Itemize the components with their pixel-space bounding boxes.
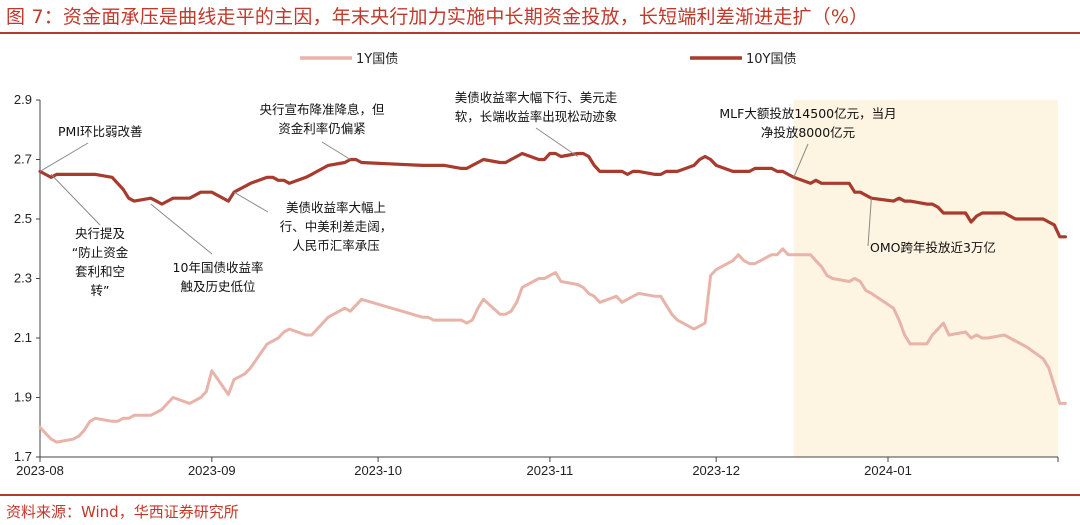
legend-label-10y: 10Y国债 [746,52,796,67]
annotation-text: 央行提及 [75,226,126,241]
x-tick-label: 2024-01 [864,463,912,478]
y-tick-label: 1.9 [14,390,32,405]
y-tick-label: 2.1 [14,330,32,345]
annotation-text: 触及历史低位 [180,279,255,294]
annotation-text: 套利和空 [75,264,125,279]
y-tick-label: 2.5 [14,211,32,226]
x-tick-label: 2023-12 [692,463,740,478]
annotation-text: 转” [91,283,110,298]
series-10y-line [38,151,1067,239]
annotation-leader [867,198,872,247]
annotation-text: 央行宣布降准降息，但 [259,102,385,117]
x-tick-label: 2023-09 [188,463,236,478]
annotation-text: MLF大额投放14500亿元，当月 [719,106,896,121]
x-tick-label: 2023-11 [527,463,574,478]
annotation-text: 资金利率仍偏紧 [278,121,366,136]
footer-divider [0,494,1080,496]
y-tick-label: 2.7 [14,152,32,167]
annotation-text: “防止资金 [72,245,129,260]
annotation-leader [535,127,578,157]
series-1y-line [38,247,1067,444]
annotation-leader [50,174,101,226]
annotation-text: 美债收益率大幅下行、美元走 [455,90,618,105]
annotation-text: 行、中美利差走阔， [280,219,393,234]
x-tick-label: 2023-08 [16,463,64,478]
annotation-text: PMI环比弱改善 [58,124,143,139]
annotation-text: 10年国债收益率 [173,260,264,275]
annotation-leader [39,142,89,172]
y-tick-label: 2.9 [14,92,32,107]
y-tick-label: 2.3 [14,271,32,286]
annotation-text: 人民币汇率承压 [292,238,380,253]
legend-label-1y: 1Y国债 [356,52,398,67]
annotation-text: 软，长端收益率出现松动迹象 [455,109,618,124]
annotation-leader [150,203,213,255]
title-divider [0,32,1080,34]
annotation-text: 美债收益率大幅上 [286,200,386,215]
annotation-text: 净投放8000亿元 [761,125,855,140]
chart-title: 图 7：资金面承压是曲线走平的主因，年末央行加力实施中长期资金投放，长短端利差渐… [6,6,869,28]
y-tick-label: 1.7 [14,449,32,464]
annotation-text: OMO跨年投放近3万亿 [870,240,996,255]
x-tick-label: 2023-10 [354,463,402,478]
annotation-leader [321,141,351,160]
annotation-leader [793,143,809,178]
annotation-leader [233,191,269,213]
source-note: 资料来源：Wind，华西证券研究所 [6,503,239,521]
